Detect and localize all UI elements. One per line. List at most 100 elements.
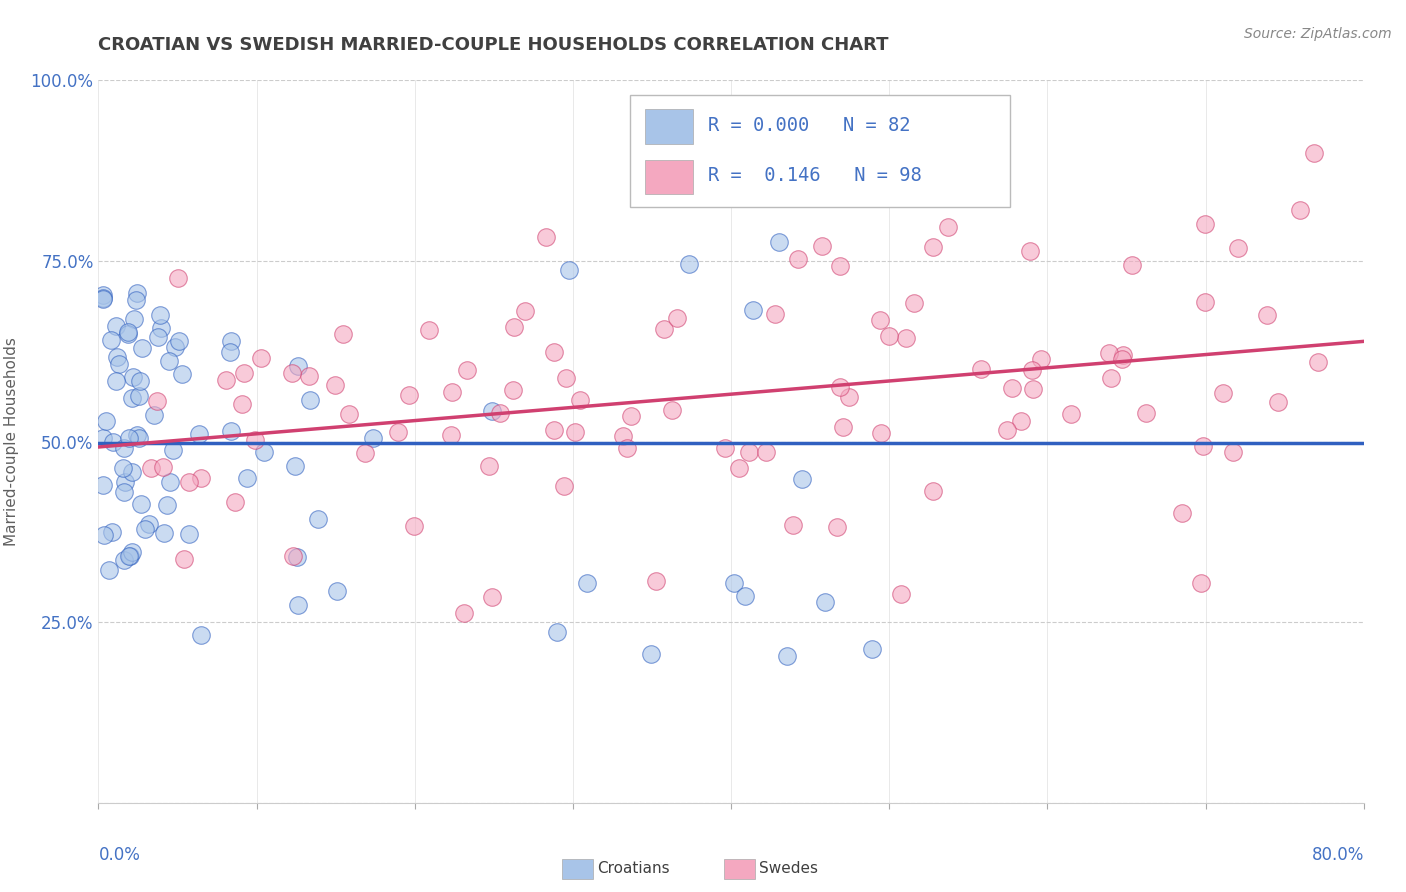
Point bbox=[502, 383, 524, 397]
Point bbox=[111, 461, 134, 475]
Point bbox=[734, 589, 756, 603]
Point bbox=[167, 271, 190, 285]
Point bbox=[124, 311, 146, 326]
Point bbox=[117, 325, 139, 339]
Point bbox=[645, 574, 668, 588]
Point bbox=[1192, 439, 1215, 453]
Point bbox=[478, 458, 501, 473]
Point bbox=[790, 472, 813, 486]
Point bbox=[177, 526, 200, 541]
Point bbox=[118, 431, 141, 445]
Point bbox=[173, 552, 195, 566]
Point bbox=[440, 428, 463, 442]
Point bbox=[153, 526, 176, 541]
Point bbox=[169, 334, 191, 349]
Point bbox=[131, 341, 153, 355]
Point bbox=[118, 549, 141, 563]
Point bbox=[105, 350, 128, 364]
Point bbox=[224, 495, 246, 509]
Point bbox=[283, 549, 305, 563]
Point bbox=[134, 522, 156, 536]
Point bbox=[218, 344, 240, 359]
Point bbox=[323, 378, 346, 392]
Point bbox=[1031, 352, 1053, 367]
Point bbox=[418, 322, 440, 336]
Point bbox=[1099, 370, 1122, 384]
Point bbox=[755, 445, 778, 459]
Point bbox=[1001, 381, 1024, 395]
Point bbox=[285, 549, 308, 564]
Point bbox=[534, 230, 557, 244]
Point bbox=[666, 311, 689, 326]
Point bbox=[922, 240, 945, 254]
Point bbox=[125, 428, 148, 442]
Point bbox=[287, 359, 309, 374]
Point bbox=[121, 465, 143, 479]
Point bbox=[1303, 146, 1326, 161]
Point bbox=[104, 319, 127, 334]
Point bbox=[1222, 445, 1244, 459]
Point bbox=[152, 459, 174, 474]
Point bbox=[91, 293, 114, 307]
Point bbox=[741, 303, 763, 318]
Point bbox=[93, 527, 115, 541]
Point bbox=[440, 384, 463, 399]
FancyBboxPatch shape bbox=[630, 95, 1010, 207]
Point bbox=[125, 293, 148, 308]
Point bbox=[129, 497, 152, 511]
Point bbox=[763, 307, 786, 321]
Text: 80.0%: 80.0% bbox=[1312, 847, 1364, 864]
Point bbox=[190, 471, 212, 485]
Point bbox=[1112, 348, 1135, 362]
Point bbox=[128, 432, 150, 446]
Point bbox=[938, 219, 960, 234]
Point bbox=[1226, 241, 1249, 255]
Point bbox=[146, 329, 169, 343]
Point bbox=[546, 624, 568, 639]
Point bbox=[564, 425, 586, 440]
Point bbox=[652, 322, 675, 336]
Point bbox=[723, 575, 745, 590]
Point bbox=[1098, 345, 1121, 359]
Point bbox=[190, 628, 212, 642]
Point bbox=[828, 260, 851, 274]
Point bbox=[157, 354, 180, 368]
Point bbox=[143, 408, 166, 422]
Point bbox=[280, 366, 302, 380]
Point bbox=[112, 553, 135, 567]
Point bbox=[782, 518, 804, 533]
Point bbox=[838, 391, 860, 405]
Point bbox=[250, 351, 273, 366]
Point bbox=[1267, 395, 1289, 409]
Text: 0.0%: 0.0% bbox=[98, 847, 141, 864]
Point bbox=[120, 549, 142, 564]
Point bbox=[768, 235, 790, 250]
Point bbox=[128, 374, 150, 388]
Point bbox=[398, 388, 420, 402]
Point bbox=[543, 345, 565, 359]
Point bbox=[149, 308, 172, 322]
Point bbox=[215, 373, 238, 387]
Point bbox=[869, 313, 891, 327]
Point bbox=[91, 477, 114, 491]
Point bbox=[404, 519, 426, 533]
Point bbox=[233, 366, 256, 380]
Point bbox=[513, 304, 536, 318]
Bar bbox=[645, 160, 693, 194]
Point bbox=[776, 649, 799, 664]
Point bbox=[1019, 244, 1042, 258]
Point bbox=[558, 263, 581, 277]
Point bbox=[738, 444, 761, 458]
Point bbox=[481, 404, 503, 418]
Point bbox=[108, 357, 131, 371]
Y-axis label: Married-couple Households: Married-couple Households bbox=[4, 337, 20, 546]
Point bbox=[221, 424, 243, 438]
Point bbox=[995, 423, 1018, 437]
Point bbox=[569, 392, 592, 407]
Point bbox=[714, 442, 737, 456]
Point bbox=[243, 433, 266, 447]
Point bbox=[616, 442, 638, 456]
Point bbox=[1111, 352, 1133, 367]
Point bbox=[1194, 217, 1216, 231]
Point bbox=[298, 393, 321, 408]
